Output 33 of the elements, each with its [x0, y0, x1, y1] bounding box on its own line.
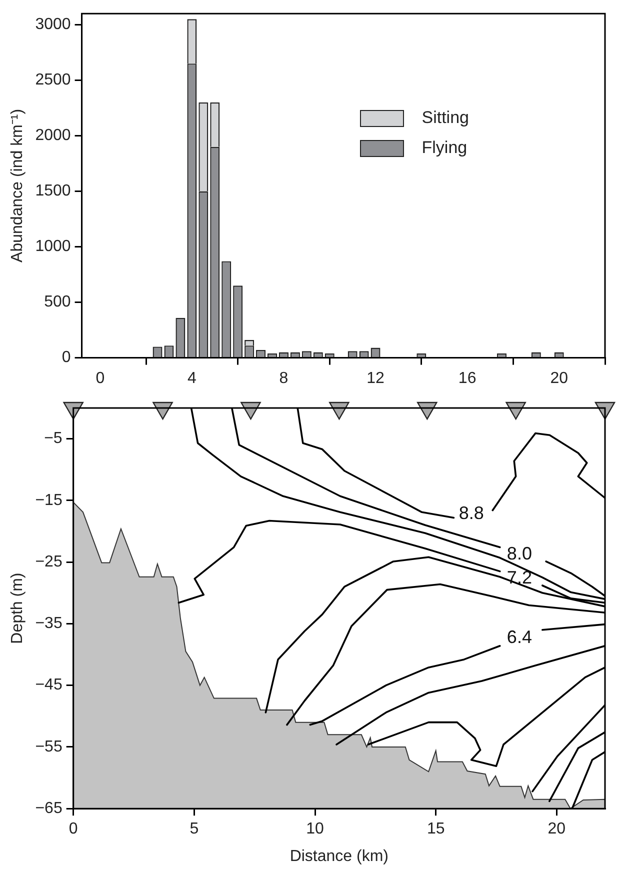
y-tick-label: 1500 [35, 182, 71, 200]
x-axis-title: Distance (km) [290, 848, 389, 865]
x-tick-label: 20 [548, 820, 566, 838]
x-tick-label: 16 [458, 370, 476, 387]
series-label: 8.8 [458, 502, 484, 523]
x-tick-label: 4 [187, 370, 196, 387]
y-tick-label: −5 [44, 430, 62, 448]
x-tick-label: 10 [306, 820, 324, 838]
x-tick-label: 0 [96, 370, 105, 387]
x-tick-label: 8 [279, 370, 288, 387]
y-tick-label: 0 [62, 349, 71, 366]
y-tick-label: −65 [35, 800, 62, 818]
y-tick-label: −15 [35, 492, 62, 509]
y-tick-label: 500 [44, 294, 71, 311]
y-tick-label: −55 [35, 738, 62, 756]
legend-label: Flying [422, 138, 468, 158]
y-tick-label: 3000 [35, 16, 71, 34]
y-tick-label: 2000 [35, 127, 71, 144]
y-axis-title: Depth (m) [9, 572, 26, 644]
y-tick-label: 1000 [35, 238, 71, 256]
x-tick-label: 20 [550, 370, 568, 387]
series-label: 6.4 [506, 626, 532, 647]
x-tick-label: 15 [426, 820, 445, 838]
y-tick-label: −25 [35, 553, 62, 570]
y-tick-label: −45 [35, 676, 62, 694]
x-tick-label: 12 [366, 370, 385, 387]
series-label: 7.2 [506, 567, 532, 588]
y-axis-title: Abundance (ind km⁻¹) [9, 108, 26, 262]
legend-label: Sitting [422, 108, 469, 128]
y-tick-label: −35 [35, 615, 62, 632]
x-tick-label: 5 [190, 820, 199, 838]
series-label: 8.0 [506, 543, 532, 564]
y-tick-label: 2500 [35, 72, 71, 89]
